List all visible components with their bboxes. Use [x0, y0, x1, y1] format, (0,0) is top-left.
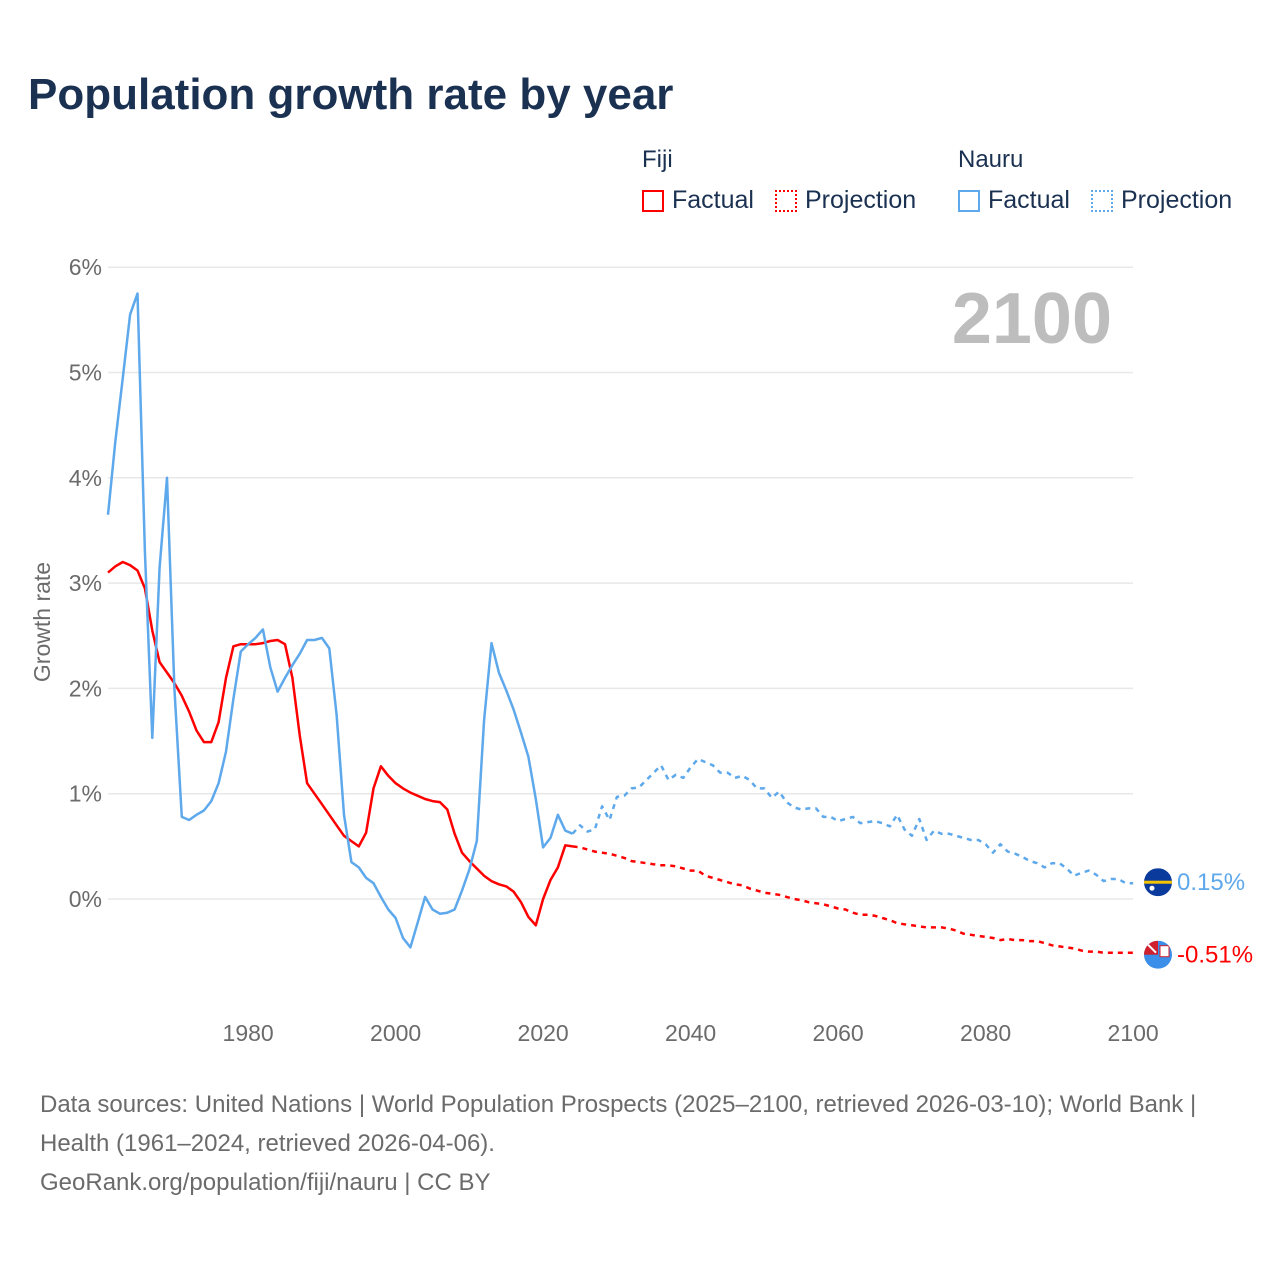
x-tick-label: 2060	[813, 1020, 864, 1046]
solid-swatch-icon	[642, 189, 664, 212]
legend-nauru-projection[interactable]: Projection	[1091, 186, 1232, 215]
x-tick-label: 2100	[1108, 1020, 1159, 1046]
x-tick-label: 2080	[960, 1020, 1011, 1046]
x-tick-label: 1980	[223, 1020, 274, 1046]
x-tick-label: 2020	[518, 1020, 569, 1046]
nauru-projection-line	[571, 757, 1134, 885]
y-tick-label: 2%	[69, 675, 102, 701]
dotted-swatch-icon	[775, 189, 797, 212]
y-tick-label: 0%	[69, 886, 102, 912]
nauru-end-value: 0.15%	[1177, 869, 1245, 896]
nauru-flag-icon	[1144, 868, 1172, 897]
y-tick-label: 3%	[69, 570, 102, 596]
legend-label: Projection	[805, 186, 917, 214]
x-tick-label: 2040	[665, 1020, 716, 1046]
legend-label: Factual	[672, 186, 754, 214]
y-axis-label: Growth rate	[29, 562, 55, 682]
legend-label: Projection	[1121, 186, 1233, 214]
legend-nauru-heading: Nauru	[958, 146, 1024, 173]
x-tick-label: 2000	[370, 1020, 421, 1046]
fiji-end-value: -0.51%	[1177, 942, 1253, 969]
grid	[108, 266, 1133, 900]
legend-label: Factual	[988, 186, 1070, 214]
x-axis: 1980 2000 2020 2040 2060 2080 2100	[223, 1020, 1159, 1046]
data-sources: Data sources: United Nations | World Pop…	[40, 1091, 1197, 1157]
dotted-swatch-icon	[1091, 189, 1113, 212]
series-lines	[106, 292, 1134, 954]
fiji-projection-line	[572, 845, 1134, 954]
y-tick-label: 1%	[69, 781, 102, 807]
legend-fiji-projection[interactable]: Projection	[775, 186, 916, 215]
year-indicator: 2100	[952, 279, 1112, 359]
nauru-factual-line	[106, 292, 574, 949]
y-tick-label: 6%	[69, 254, 102, 280]
y-axis: 0% 1% 2% 3% 4% 5% 6%	[69, 254, 102, 912]
credit-link[interactable]: GeoRank.org/population/fiji/nauru | CC B…	[40, 1169, 491, 1196]
fiji-factual-line	[107, 560, 573, 927]
legend-fiji-factual[interactable]: Factual	[642, 186, 754, 215]
legend-nauru-factual[interactable]: Factual	[958, 186, 1070, 215]
chart-title: Population growth rate by year	[28, 70, 674, 119]
y-tick-label: 4%	[69, 465, 102, 491]
solid-swatch-icon	[958, 189, 980, 212]
y-tick-label: 5%	[69, 360, 102, 386]
fiji-flag-icon	[1144, 940, 1172, 969]
legend-fiji-heading: Fiji	[642, 146, 673, 173]
end-labels: 0.15% -0.51%	[1144, 868, 1253, 969]
